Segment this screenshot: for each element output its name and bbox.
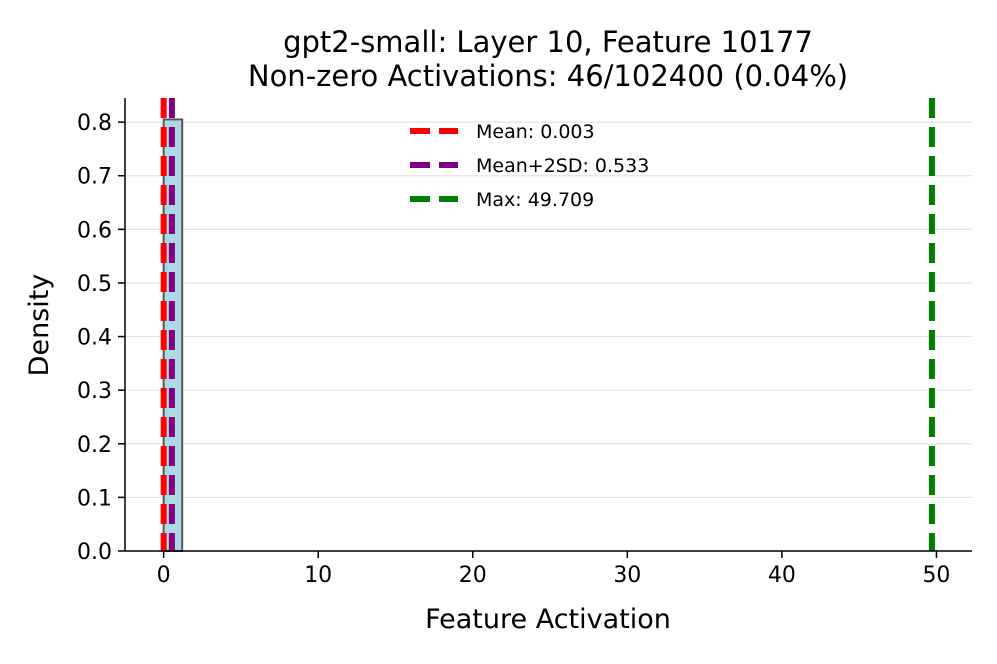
x-tick-label: 30 xyxy=(613,563,641,588)
x-tick-label: 50 xyxy=(922,563,950,588)
legend-entry: Max: 49.709 xyxy=(476,189,594,211)
x-tick-label: 40 xyxy=(768,563,796,588)
chart-title: gpt2-small: Layer 10, Feature 10177 xyxy=(283,25,813,59)
y-tick-label: 0.6 xyxy=(77,218,112,243)
x-tick-label: 10 xyxy=(304,563,332,588)
x-axis-label: Feature Activation xyxy=(425,604,671,635)
gridlines xyxy=(125,121,972,498)
x-tick-label: 0 xyxy=(157,563,171,588)
y-tick-label: 0.2 xyxy=(77,433,112,458)
y-tick-label: 0.4 xyxy=(77,326,112,351)
y-tick-label: 0.7 xyxy=(77,165,112,190)
y-tick-label: 0.3 xyxy=(77,379,112,404)
chart-subtitle: Non-zero Activations: 46/102400 (0.04%) xyxy=(248,59,848,93)
legend-entry: Mean+2SD: 0.533 xyxy=(476,155,649,177)
y-tick-label: 0.1 xyxy=(77,486,112,511)
tick-labels: 0 10 20 30 40 50 0.0 0.1 0.2 0.3 0.4 0.5 0.6 0.7 0.8 xyxy=(77,111,950,588)
reference-lines xyxy=(160,98,935,551)
y-tick-label: 0.8 xyxy=(77,111,112,136)
legend-entry: Mean: 0.003 xyxy=(476,121,595,143)
axes xyxy=(124,98,972,552)
legend: Mean: 0.003 Mean+2SD: 0.533 Max: 49.709 xyxy=(410,121,649,211)
x-tick-label: 20 xyxy=(459,563,487,588)
y-tick-label: 0.0 xyxy=(77,540,112,565)
y-tick-label: 0.5 xyxy=(77,272,112,297)
y-axis-label: Density xyxy=(24,274,55,377)
